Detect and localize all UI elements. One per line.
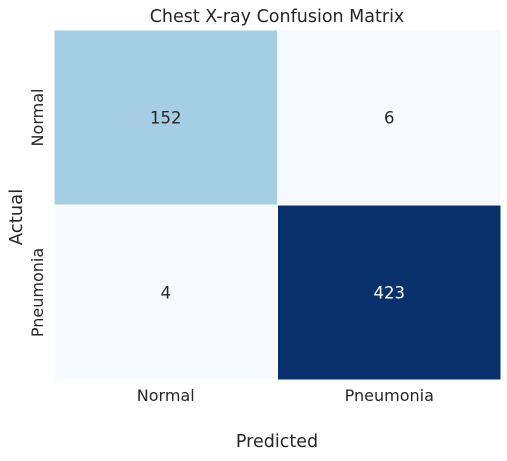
cell-value-label-1-1: 423 <box>374 284 406 303</box>
heatmap-cell-1-0 <box>53 204 278 381</box>
heatmap-cell-0-1 <box>277 29 502 206</box>
x-axis-label: Predicted <box>236 432 318 452</box>
x-tick-label-1: Pneumonia <box>345 386 434 405</box>
heatmap-cells: 152 6 4 423 <box>53 29 502 381</box>
y-tick-label-1: Pneumonia <box>28 248 47 337</box>
chart-title: Chest X-ray Confusion Matrix <box>150 7 405 27</box>
cell-value-label-0-0: 152 <box>150 109 182 128</box>
y-tick-label-0: Normal <box>28 89 47 147</box>
heatmap-cell-1-1 <box>277 204 502 381</box>
heatmap-cell-0-0 <box>53 29 278 206</box>
y-axis-label: Actual <box>6 189 27 245</box>
cell-value-label-0-1: 6 <box>384 109 395 128</box>
y-tick-labels: Normal Pneumonia <box>28 89 47 338</box>
x-tick-label-0: Normal <box>137 386 195 405</box>
x-tick-labels: Normal Pneumonia <box>137 386 434 405</box>
cell-value-label-1-0: 4 <box>161 284 172 303</box>
